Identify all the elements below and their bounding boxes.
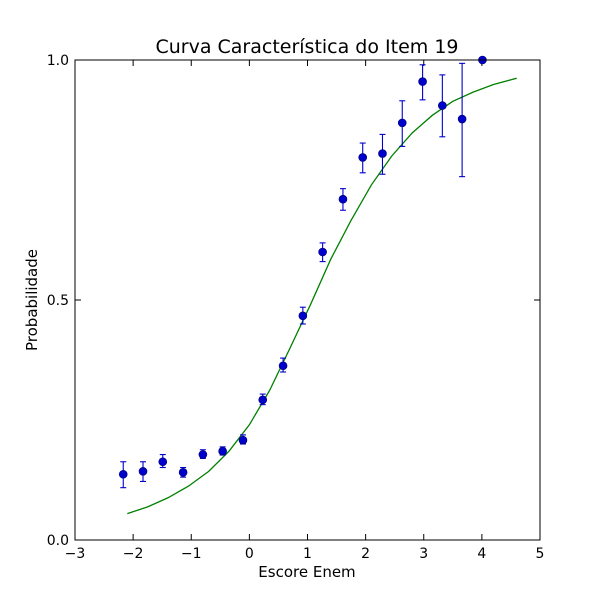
data-point bbox=[358, 142, 368, 174]
point-marker bbox=[298, 311, 308, 321]
point-marker bbox=[258, 395, 268, 405]
data-point bbox=[178, 466, 188, 478]
x-tick-label: 3 bbox=[419, 546, 428, 562]
data-point bbox=[318, 242, 327, 263]
point-marker bbox=[397, 118, 407, 128]
x-tick-label: 1 bbox=[303, 546, 312, 562]
point-marker bbox=[338, 194, 348, 204]
data-point bbox=[138, 461, 148, 482]
axis-ticks: −3 −2 −1 0 1 2 3 4 5 0.0 0.5 1.0 bbox=[47, 53, 545, 562]
x-tick-label: 4 bbox=[477, 546, 486, 562]
point-marker bbox=[378, 149, 387, 158]
data-points-layer bbox=[118, 55, 487, 489]
data-point bbox=[118, 461, 128, 489]
data-point bbox=[418, 64, 427, 101]
data-point bbox=[438, 74, 447, 138]
fitted-curve-layer bbox=[127, 77, 517, 515]
point-marker bbox=[418, 77, 427, 86]
point-marker bbox=[358, 153, 368, 162]
point-marker bbox=[118, 469, 128, 479]
point-marker bbox=[278, 361, 288, 371]
data-point bbox=[397, 100, 407, 147]
point-marker bbox=[438, 101, 447, 110]
y-tick-label: 0.0 bbox=[47, 533, 69, 549]
point-marker bbox=[457, 114, 467, 124]
point-marker bbox=[218, 446, 227, 456]
x-axis-label: Escore Enem bbox=[258, 563, 355, 581]
data-point bbox=[258, 393, 268, 406]
data-point bbox=[338, 188, 348, 211]
data-point bbox=[378, 133, 387, 175]
data-point bbox=[198, 449, 208, 459]
x-tick-label: −1 bbox=[181, 546, 202, 562]
x-tick-label: 5 bbox=[536, 546, 545, 562]
y-tick-label: 1.0 bbox=[47, 53, 69, 69]
x-tick-label: 2 bbox=[361, 546, 370, 562]
data-point bbox=[278, 357, 288, 373]
point-marker bbox=[158, 457, 168, 467]
point-marker bbox=[198, 450, 208, 459]
y-tick-label: 0.5 bbox=[47, 293, 69, 309]
plot-frame bbox=[74, 59, 541, 541]
x-tick-label: −2 bbox=[123, 546, 144, 562]
data-point bbox=[238, 434, 248, 445]
x-tick-label: 0 bbox=[245, 546, 254, 562]
data-point bbox=[158, 454, 168, 469]
y-axis-label: Probabilidade bbox=[23, 249, 41, 351]
point-marker bbox=[138, 467, 148, 476]
x-tick-label: −3 bbox=[65, 546, 86, 562]
data-point bbox=[218, 446, 227, 456]
data-point bbox=[457, 62, 467, 178]
point-marker bbox=[178, 468, 188, 477]
fitted-curve bbox=[127, 77, 517, 515]
point-marker bbox=[238, 435, 248, 445]
point-marker bbox=[318, 247, 327, 257]
data-point bbox=[298, 306, 308, 325]
chart-title: Curva Característica do Item 19 bbox=[155, 36, 458, 58]
